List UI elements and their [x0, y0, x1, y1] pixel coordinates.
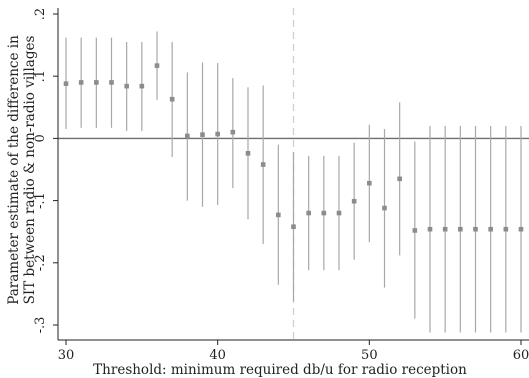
point-estimate [488, 226, 493, 232]
point-estimate [230, 129, 236, 135]
point-estimate [260, 162, 266, 167]
y-axis-label-line-2: SIT between radio & non-radio villages [22, 36, 38, 305]
point-estimate [78, 80, 84, 85]
point-estimate [169, 96, 175, 102]
y-axis-label-line-1: Parameter estimate of the difference in [6, 35, 22, 305]
point-estimate [291, 224, 296, 230]
point-estimate [518, 226, 524, 232]
point-estimate [139, 83, 145, 89]
y-tick-label: -.2 [33, 254, 48, 271]
point-estimate [321, 210, 327, 216]
x-tick-label: 30 [58, 348, 75, 363]
point-estimate [442, 226, 448, 232]
point-estimate [503, 226, 509, 232]
point-estimate [94, 80, 99, 85]
y-tick-label: .2 [33, 8, 48, 20]
point-estimate [367, 180, 372, 186]
point-estimate [215, 131, 220, 137]
x-tick-label: 40 [209, 348, 226, 363]
point-estimate [397, 176, 402, 182]
point-estimate [351, 198, 357, 204]
point-estimate [473, 226, 478, 232]
point-estimate [63, 81, 69, 86]
point-estimate [336, 210, 342, 216]
y-tick-label: -.1 [33, 192, 48, 209]
y-tick-label: 0 [33, 134, 48, 142]
point-estimate [154, 63, 160, 68]
point-estimate [109, 80, 114, 85]
plot-area [58, 8, 529, 340]
x-axis-label: Threshold: minimum required db/u for rad… [93, 362, 467, 378]
point-estimate [245, 151, 251, 156]
x-tick-label: 60 [513, 348, 529, 363]
point-estimate [124, 83, 129, 89]
point-estimate [200, 132, 205, 137]
point-estimate [412, 228, 418, 233]
y-tick-label: .1 [33, 70, 48, 82]
point-estimate [276, 212, 281, 218]
point-estimate [427, 226, 433, 232]
point-estimate [458, 226, 463, 232]
x-tick-label: 50 [361, 348, 378, 363]
axes: 30 40 50 60 .2 .1 0 -.1 -.2 -.3 [33, 8, 529, 363]
point-estimate [382, 205, 387, 211]
point-estimate [306, 210, 311, 216]
y-tick-label: -.3 [33, 317, 48, 334]
point-estimate [185, 133, 190, 139]
